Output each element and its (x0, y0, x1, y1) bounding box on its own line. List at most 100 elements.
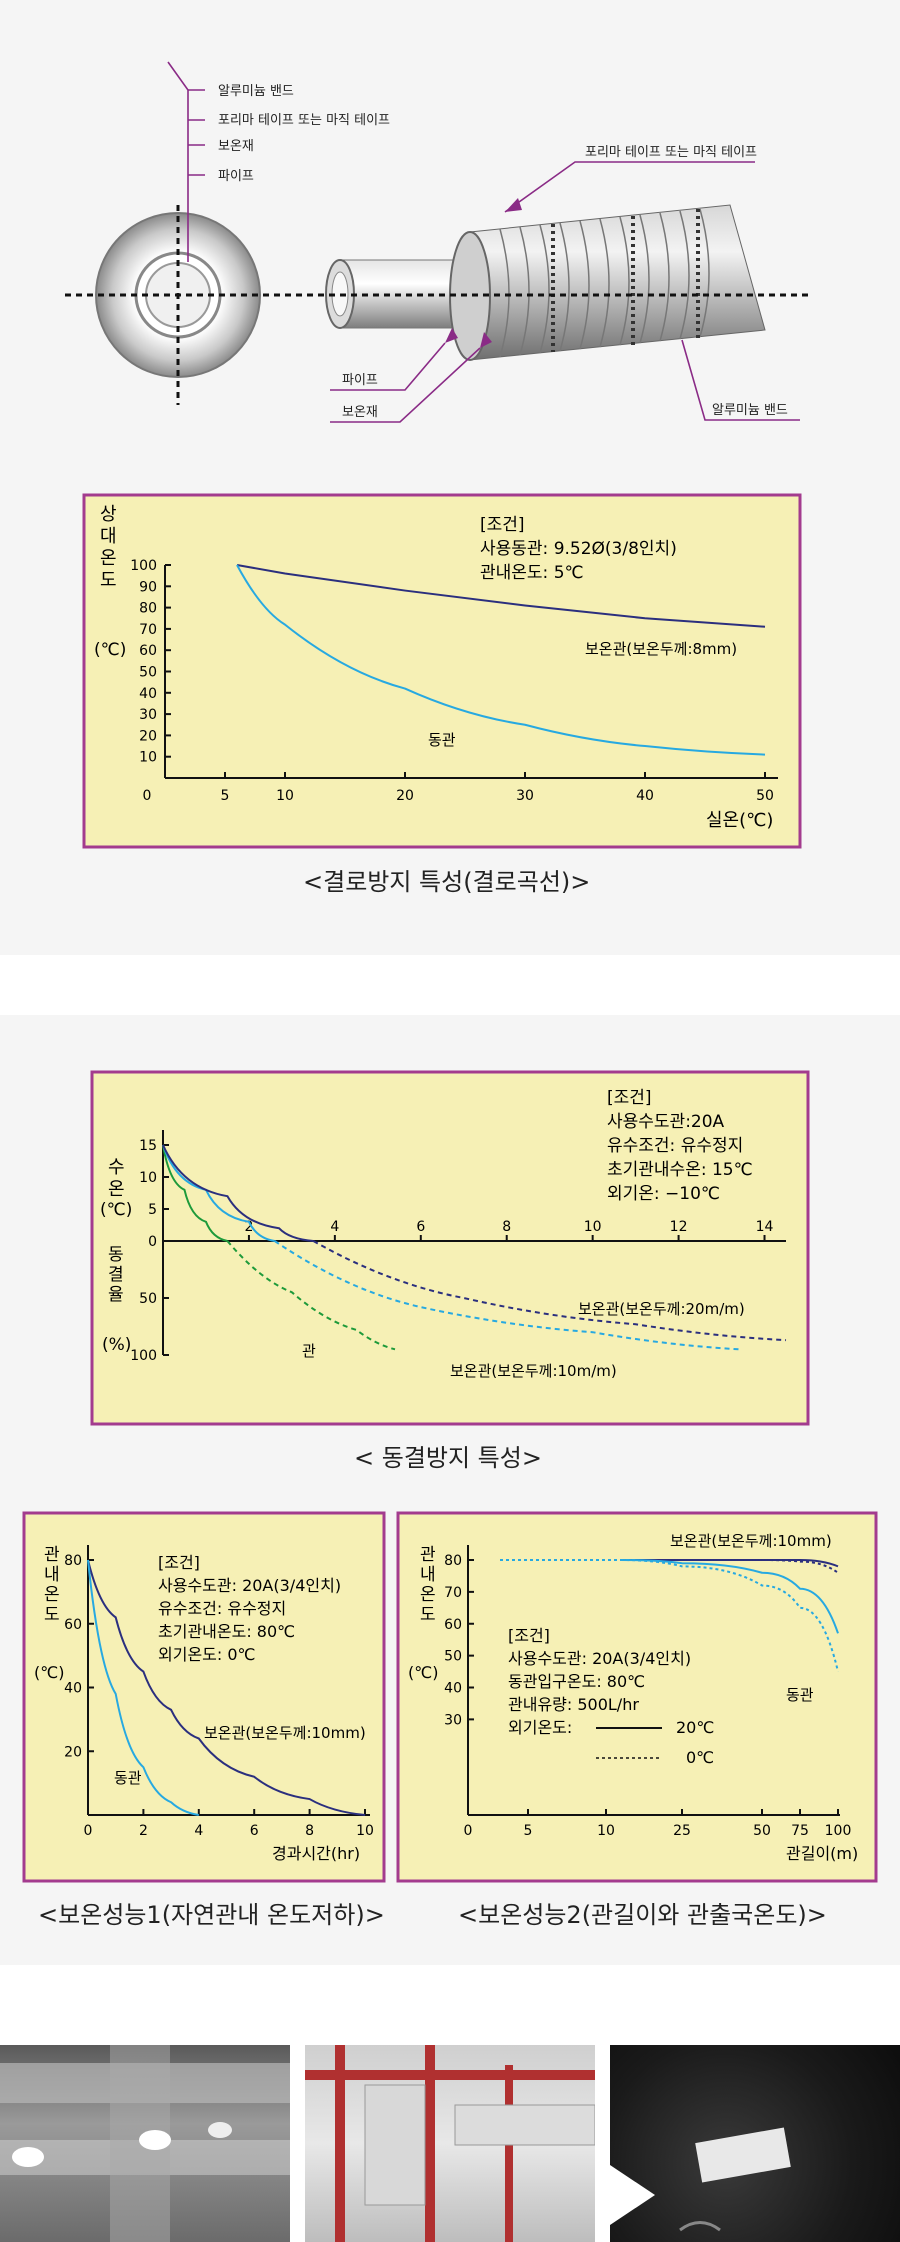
chart3-ticks: 20 40 60 80 0 2 4 6 8 10 (64, 1553, 374, 1839)
label-aluminum-band: 알루미늄 밴드 (218, 84, 294, 99)
chart4-condition-3: 관내유량: 500L/hr (508, 1695, 639, 1714)
chart2-series-temp-line (162, 1144, 228, 1242)
chart3-condition-4: 외기온도: 0℃ (158, 1645, 256, 1664)
label-insulation-bottom: 보온재 (342, 405, 378, 420)
chart1-x-tick-label: 20 (396, 788, 414, 804)
chart1-y-ticks: 10 20 30 40 50 60 70 80 90 100 (130, 558, 171, 766)
black-ceiling-photo (610, 2045, 900, 2242)
section-condensation: 알루미늄 밴드 포리마 테이프 또는 마직 테이프 보온재 파이프 포리마 테이… (0, 0, 900, 955)
chart1-series-line (236, 564, 766, 628)
chart2-condition-3: 초기관내수온: 15℃ (607, 1160, 753, 1180)
chart2-series-label-pipe: 관 (302, 1342, 316, 1360)
chart1-y-tick-label: 90 (139, 579, 157, 595)
chart2-series-label-10mm: 보온관(보온두께:10m/m) (450, 1362, 617, 1380)
chart4-y-tick-label: 60 (444, 1617, 462, 1633)
chart4-y-tick-label: 40 (444, 1681, 462, 1697)
chart2-condition-1: 사용수도관:20A (607, 1112, 725, 1132)
chart4-x-tick-label: 50 (753, 1823, 771, 1839)
duct-ceiling-photo (0, 2045, 290, 2242)
chart4-caption: <보온성능2(관길이와 관출국온도)> (458, 1901, 827, 1929)
chart1-x-tick-label: 40 (636, 788, 654, 804)
chart2-x-tick-label: 8 (502, 1219, 511, 1235)
chart1-x-tick-label: 0 (143, 788, 152, 804)
chart3-y-tick-label: 40 (64, 1681, 82, 1697)
section-gap (0, 1965, 900, 2045)
chart2-yunit-top: (℃) (100, 1200, 132, 1220)
chart2-x-tick-label: 6 (416, 1219, 425, 1235)
chart2-x-tick-label: 4 (330, 1219, 339, 1235)
chart3-y-tick-label: 60 (64, 1617, 82, 1633)
section-gap (0, 955, 900, 1015)
chart2-series-temp-line (162, 1144, 314, 1242)
chart1-y-tick-label: 10 (139, 750, 157, 766)
chart3-x-tick-label: 0 (84, 1823, 93, 1839)
chart2-y-tick-label: 15 (139, 1138, 157, 1154)
label-tape-right: 포리마 테이프 또는 마직 테이프 (585, 145, 757, 160)
chart1-yunit: (℃) (94, 640, 126, 660)
chart4-condition-2: 동관입구온도: 80℃ (508, 1672, 645, 1691)
chart4-yunit: (℃) (408, 1663, 438, 1682)
chart4-series (500, 1559, 839, 1672)
chart4-x-tick-label: 5 (524, 1823, 533, 1839)
chart2-series-freeze-line (274, 1240, 739, 1351)
chart4-series-label-insulated: 보온관(보온두께:10mm) (670, 1532, 832, 1550)
red-pipe-ceiling-photo (305, 2045, 595, 2242)
chart4-y-tick-label: 30 (444, 1712, 462, 1728)
chart4-legend-0: 0℃ (686, 1748, 714, 1767)
chart2-y-tick-label: 100 (130, 1348, 157, 1364)
chart1-caption: <결로방지 특성(결로곡선)> (303, 868, 591, 896)
chart3-condition-1: 사용수도관: 20A(3/4인치) (158, 1576, 341, 1595)
chart1-y-tick-label: 80 (139, 601, 157, 617)
chart2-y-tick-label: 0 (148, 1234, 157, 1250)
chart3-y-tick-label: 80 (64, 1553, 82, 1569)
chart4-y-tick-label: 80 (444, 1553, 462, 1569)
chart2-condition-4: 외기온: −10℃ (607, 1184, 720, 1204)
wrapped-pipe-illustration (325, 204, 766, 361)
chart4-series-line (619, 1559, 839, 1672)
chart1-x-tick-label: 5 (221, 788, 230, 804)
chart1-y-tick-label: 20 (139, 728, 157, 744)
chart2-y-tick-label: 10 (139, 1170, 157, 1186)
chart2-x-tick-label: 14 (756, 1219, 774, 1235)
label-insulation: 보온재 (218, 139, 254, 154)
chart2-caption: < 동결방지 특성> (354, 1444, 542, 1472)
chart3-series-line (87, 1559, 366, 1816)
chart2-y-tick-label: 5 (148, 1202, 157, 1218)
chart1-y-tick-label: 40 (139, 686, 157, 702)
chart2-x-tick-label: 12 (670, 1219, 688, 1235)
chart4-condition-1: 사용수도관: 20A(3/4인치) (508, 1649, 691, 1668)
chart3-caption: <보온성능1(자연관내 온도저하)> (38, 1901, 385, 1929)
chart4-condition-title: [조건] (508, 1626, 550, 1645)
chart1-x-tick-label: 50 (756, 788, 774, 804)
chart4-x-tick-label: 25 (673, 1823, 691, 1839)
chart2-series-temp-line (162, 1144, 275, 1242)
chart2-series-freeze-line (312, 1240, 787, 1342)
chart1-condition-title: [조건] (480, 515, 525, 535)
chart1-condition-1: 사용동관: 9.52Ø(3/8인치) (480, 539, 677, 559)
chart2-x-tick-label: 2 (244, 1219, 253, 1235)
chart3-x-tick-label: 10 (356, 1823, 374, 1839)
chart4-y-tick-label: 70 (444, 1585, 462, 1601)
chart3-x-tick-label: 8 (305, 1823, 314, 1839)
chart1-series-label-insulated: 보온관(보온두께:8mm) (585, 640, 737, 658)
chart2-y-tick-label: 50 (139, 1291, 157, 1307)
chart3-yunit: (℃) (34, 1663, 64, 1682)
chart2-series (162, 1144, 787, 1351)
chart1-xlabel: 실온(℃) (706, 810, 773, 831)
chart4-xlabel: 관길이(m) (786, 1844, 858, 1863)
chart3-y-tick-label: 20 (64, 1744, 82, 1760)
chart3-condition-title: [조건] (158, 1553, 200, 1572)
chart4-y-tick-label: 50 (444, 1649, 462, 1665)
chart4-x-tick-label: 10 (597, 1823, 615, 1839)
chart1-y-tick-label: 100 (130, 558, 157, 574)
chart2-x-tick-label: 10 (584, 1219, 602, 1235)
